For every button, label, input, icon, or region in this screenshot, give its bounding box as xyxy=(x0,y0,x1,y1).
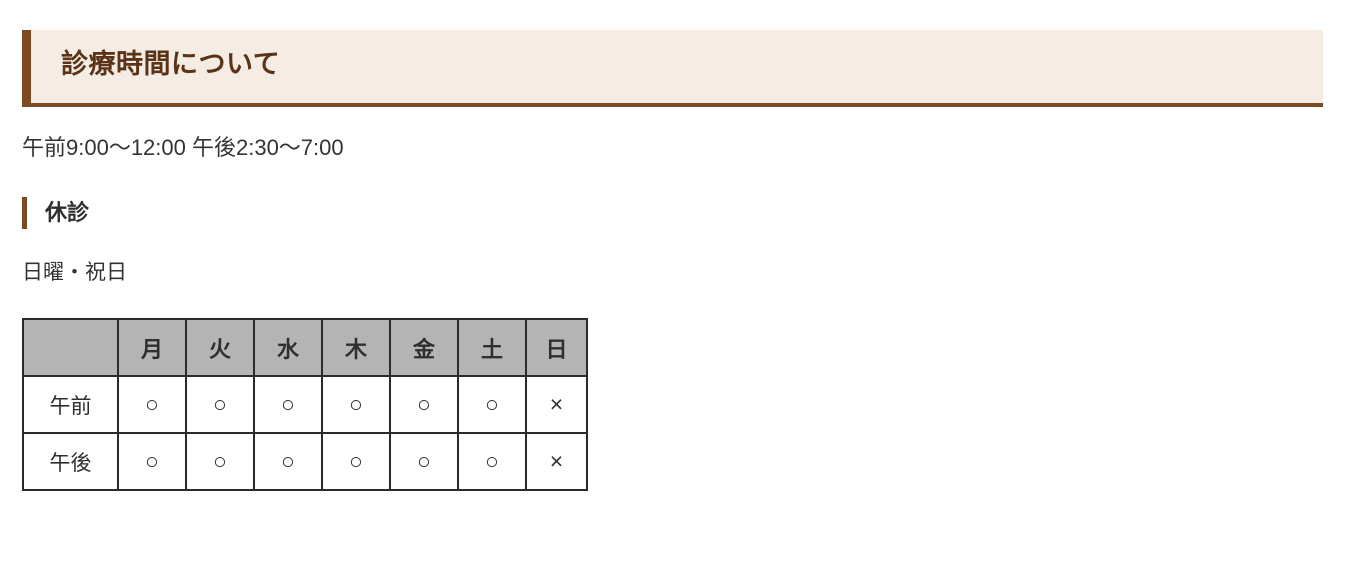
cell-afternoon-wed: ○ xyxy=(253,432,323,491)
cell-morning-fri: ○ xyxy=(389,375,459,434)
table-header-mon: 月 xyxy=(117,318,187,377)
closed-subheading-label: 休診 xyxy=(45,200,90,225)
table-header-row: 月 火 水 木 金 土 日 xyxy=(22,318,588,377)
cell-afternoon-thu: ○ xyxy=(321,432,391,491)
row-label-afternoon: 午後 xyxy=(22,432,119,491)
table-row: 午後 ○ ○ ○ ○ ○ ○ × xyxy=(22,432,588,491)
page-title: 診療時間について xyxy=(61,49,281,79)
cell-afternoon-tue: ○ xyxy=(185,432,255,491)
cell-afternoon-fri: ○ xyxy=(389,432,459,491)
table-header-thu: 木 xyxy=(321,318,391,377)
cell-afternoon-sun: × xyxy=(525,432,588,491)
table-header-fri: 金 xyxy=(389,318,459,377)
table-row: 午前 ○ ○ ○ ○ ○ ○ × xyxy=(22,375,588,434)
schedule-table-head: 月 火 水 木 金 土 日 xyxy=(22,318,588,377)
table-header-sat: 土 xyxy=(457,318,527,377)
cell-morning-thu: ○ xyxy=(321,375,391,434)
schedule-table: 月 火 水 木 金 土 日 午前 ○ ○ ○ ○ ○ ○ xyxy=(22,318,588,491)
table-header-tue: 火 xyxy=(185,318,255,377)
closed-days-text: 日曜・祝日 xyxy=(22,261,127,284)
cell-morning-tue: ○ xyxy=(185,375,255,434)
table-corner-cell xyxy=(22,318,119,377)
table-header-sun: 日 xyxy=(525,318,588,377)
row-label-morning: 午前 xyxy=(22,375,119,434)
schedule-table-wrapper: 月 火 水 木 金 土 日 午前 ○ ○ ○ ○ ○ ○ xyxy=(22,318,588,491)
table-header-wed: 水 xyxy=(253,318,323,377)
consultation-hours-text: 午前9:00〜12:00 午後2:30〜7:00 xyxy=(22,135,344,160)
section-heading: 診療時間について xyxy=(22,30,1323,107)
cell-morning-mon: ○ xyxy=(117,375,187,434)
cell-morning-sat: ○ xyxy=(457,375,527,434)
cell-afternoon-sat: ○ xyxy=(457,432,527,491)
accent-bar xyxy=(22,197,27,229)
cell-morning-sun: × xyxy=(525,375,588,434)
closed-subheading: 休診 xyxy=(22,196,89,230)
schedule-table-body: 午前 ○ ○ ○ ○ ○ ○ × 午後 ○ ○ ○ ○ ○ ○ xyxy=(22,375,588,491)
cell-afternoon-mon: ○ xyxy=(117,432,187,491)
cell-morning-wed: ○ xyxy=(253,375,323,434)
